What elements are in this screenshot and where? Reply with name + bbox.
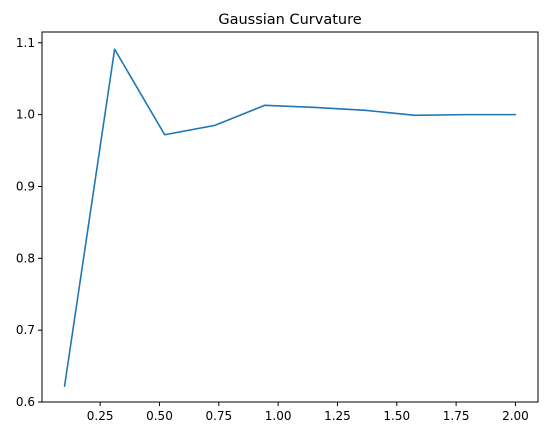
x-tick-label: 1.75: [443, 409, 470, 423]
y-tick-label: 1.0: [16, 108, 35, 122]
x-tick-label: 2.00: [502, 409, 529, 423]
x-tick-label: 1.25: [324, 409, 351, 423]
chart-title: Gaussian Curvature: [218, 12, 361, 28]
axis-ticks: 0.25 0.50 0.75 1.00 1.25 1.50 1.75 2.00 0.6 0.7 0.…: [16, 36, 529, 423]
x-tick-label: 1.50: [383, 409, 410, 423]
x-tick-label: 0.75: [205, 409, 232, 423]
y-tick-label: 0.7: [16, 323, 35, 337]
y-tick-label: 0.9: [16, 179, 35, 193]
series-line: [63, 48, 517, 387]
x-tick-label: 0.50: [146, 409, 173, 423]
y-tick-label: 0.6: [16, 395, 35, 409]
x-tick-label: 0.25: [87, 409, 114, 423]
plot-frame: [41, 31, 539, 403]
x-tick-label: 1.00: [265, 409, 292, 423]
y-tick-label: 1.1: [16, 36, 35, 50]
series-layer: [63, 48, 517, 387]
y-tick-label: 0.8: [16, 251, 35, 265]
